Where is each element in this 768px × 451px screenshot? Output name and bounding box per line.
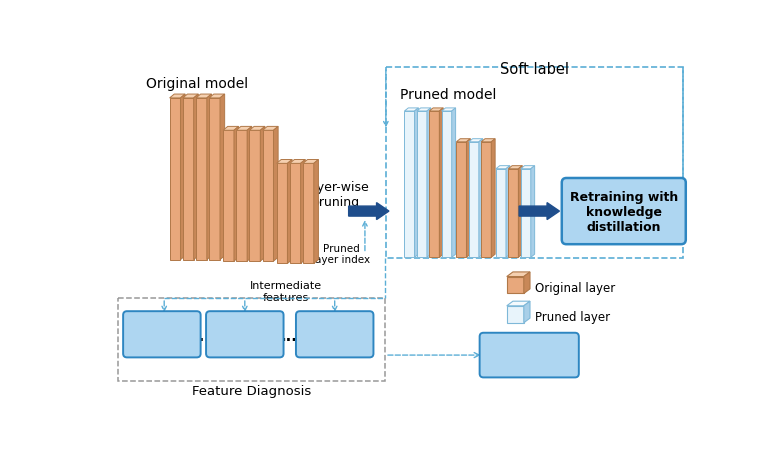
Polygon shape [429,112,439,258]
Polygon shape [482,143,492,258]
Polygon shape [303,160,319,164]
Polygon shape [456,143,466,258]
Text: Intermediate
features: Intermediate features [250,281,322,302]
Polygon shape [207,95,211,260]
Polygon shape [496,166,510,170]
Polygon shape [314,160,319,264]
Polygon shape [220,95,225,260]
Text: Linear
classifier: Linear classifier [306,324,363,345]
Text: Pruned layer: Pruned layer [535,310,610,323]
FancyArrow shape [519,203,559,220]
Polygon shape [276,160,292,164]
Polygon shape [290,160,305,164]
Polygon shape [194,95,198,260]
Polygon shape [290,164,300,264]
Text: Original layer: Original layer [535,281,615,294]
FancyArrow shape [349,203,389,220]
Polygon shape [209,95,225,99]
Polygon shape [439,109,443,258]
Polygon shape [273,127,278,262]
Polygon shape [442,109,455,112]
Text: Soft label: Soft label [500,62,569,77]
Polygon shape [183,95,198,99]
Polygon shape [507,277,524,294]
FancyBboxPatch shape [206,312,283,358]
Polygon shape [507,306,524,323]
Polygon shape [507,272,530,277]
Polygon shape [479,139,483,258]
Polygon shape [507,302,530,306]
Text: Linear
classifier: Linear classifier [134,324,190,345]
Polygon shape [482,139,495,143]
Polygon shape [300,160,305,264]
Polygon shape [524,302,530,323]
Polygon shape [223,131,234,262]
Polygon shape [456,139,470,143]
Polygon shape [250,131,260,262]
Polygon shape [518,166,522,258]
Text: Feature Diagnosis: Feature Diagnosis [192,385,311,397]
Polygon shape [468,143,479,258]
Polygon shape [524,272,530,294]
Polygon shape [521,170,531,258]
FancyBboxPatch shape [561,179,686,244]
Text: Original model: Original model [146,77,248,91]
Polygon shape [287,160,292,264]
Text: Pruned
layer index: Pruned layer index [312,243,370,265]
Polygon shape [405,112,415,258]
Polygon shape [237,131,247,262]
Polygon shape [196,99,207,260]
Polygon shape [209,99,220,260]
Text: Linear
classifier: Linear classifier [217,324,273,345]
Polygon shape [492,139,495,258]
Polygon shape [427,109,431,258]
Polygon shape [263,127,278,131]
Polygon shape [260,127,265,262]
Text: Diagnosis
result: Diagnosis result [495,341,563,369]
Polygon shape [466,139,470,258]
Polygon shape [247,127,252,262]
Polygon shape [263,131,273,262]
Polygon shape [415,109,419,258]
Polygon shape [452,109,455,258]
Polygon shape [521,166,535,170]
Text: ....: .... [194,329,216,344]
FancyBboxPatch shape [480,333,579,377]
Text: ....: .... [280,329,303,344]
Polygon shape [508,170,518,258]
Polygon shape [468,139,483,143]
Text: Retraining with
knowledge
distillation: Retraining with knowledge distillation [570,190,678,233]
Polygon shape [237,127,252,131]
Polygon shape [196,95,211,99]
Text: Layer-wise
pruning: Layer-wise pruning [303,181,369,209]
FancyBboxPatch shape [123,312,200,358]
Polygon shape [223,127,239,131]
Polygon shape [496,170,506,258]
Text: Pruned model: Pruned model [400,88,497,102]
Polygon shape [442,112,452,258]
Polygon shape [183,99,194,260]
Polygon shape [250,127,265,131]
Polygon shape [508,166,522,170]
Polygon shape [531,166,535,258]
Polygon shape [405,109,419,112]
Polygon shape [506,166,510,258]
Polygon shape [276,164,287,264]
Polygon shape [170,99,180,260]
Polygon shape [417,109,431,112]
Polygon shape [303,164,314,264]
Polygon shape [180,95,185,260]
FancyBboxPatch shape [296,312,373,358]
Polygon shape [429,109,443,112]
Polygon shape [170,95,185,99]
Polygon shape [417,112,427,258]
Polygon shape [234,127,239,262]
